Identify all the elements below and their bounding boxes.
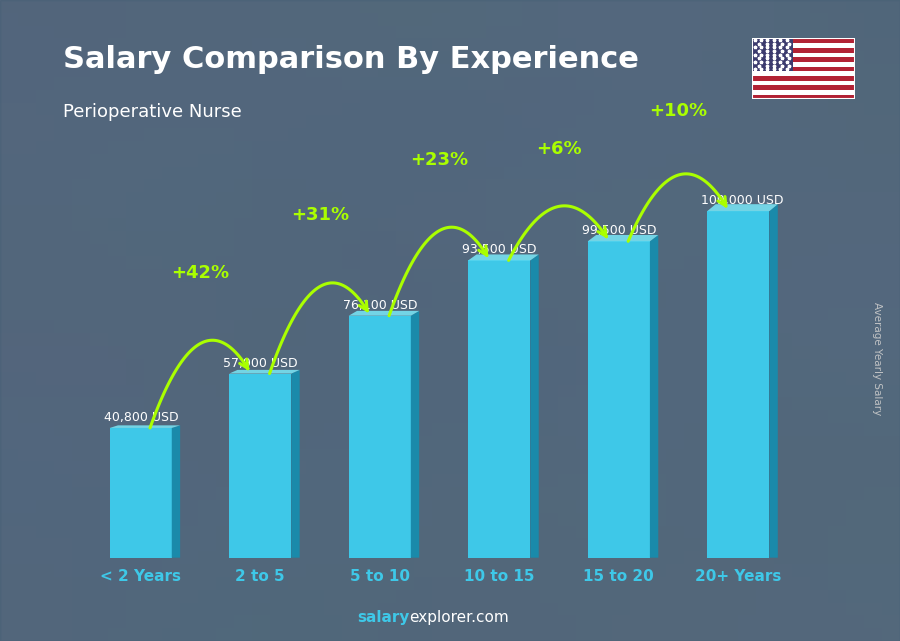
Polygon shape [292, 370, 300, 558]
Text: +42%: +42% [171, 264, 230, 282]
Polygon shape [172, 426, 180, 558]
Text: 99,500 USD: 99,500 USD [581, 224, 656, 237]
Bar [752, 62, 855, 67]
Bar [752, 67, 855, 71]
Polygon shape [468, 254, 539, 260]
Bar [468, 260, 530, 558]
Bar [707, 211, 769, 558]
Bar [110, 428, 172, 558]
Bar [230, 374, 292, 558]
Text: salary: salary [357, 610, 410, 625]
Bar [348, 316, 410, 558]
Polygon shape [110, 426, 180, 428]
Text: Perioperative Nurse: Perioperative Nurse [63, 103, 242, 121]
Bar [752, 38, 793, 71]
Bar [752, 38, 855, 43]
Text: explorer.com: explorer.com [410, 610, 509, 625]
Bar [752, 95, 855, 99]
Polygon shape [770, 204, 778, 558]
Bar [752, 85, 855, 90]
Polygon shape [348, 311, 419, 316]
Text: Salary Comparison By Experience: Salary Comparison By Experience [63, 45, 639, 74]
Bar [752, 57, 855, 62]
Polygon shape [410, 311, 419, 558]
Text: 40,800 USD: 40,800 USD [104, 411, 178, 424]
Text: 57,900 USD: 57,900 USD [223, 356, 298, 370]
Polygon shape [530, 254, 539, 558]
Polygon shape [650, 235, 658, 558]
Bar [588, 241, 650, 558]
Bar [752, 43, 855, 48]
Text: +31%: +31% [291, 206, 349, 224]
Bar [752, 53, 855, 57]
Bar [752, 76, 855, 81]
Bar [752, 81, 855, 85]
Text: +6%: +6% [536, 140, 582, 158]
Polygon shape [588, 235, 658, 241]
Text: +23%: +23% [410, 151, 469, 169]
Text: 93,500 USD: 93,500 USD [463, 244, 536, 256]
Text: 109,000 USD: 109,000 USD [701, 194, 784, 207]
Bar [752, 71, 855, 76]
Polygon shape [230, 370, 300, 374]
Polygon shape [707, 204, 778, 211]
Text: Average Yearly Salary: Average Yearly Salary [872, 303, 883, 415]
Text: +10%: +10% [650, 102, 707, 120]
Bar [752, 90, 855, 95]
Bar [752, 48, 855, 53]
Text: 76,100 USD: 76,100 USD [343, 299, 418, 312]
